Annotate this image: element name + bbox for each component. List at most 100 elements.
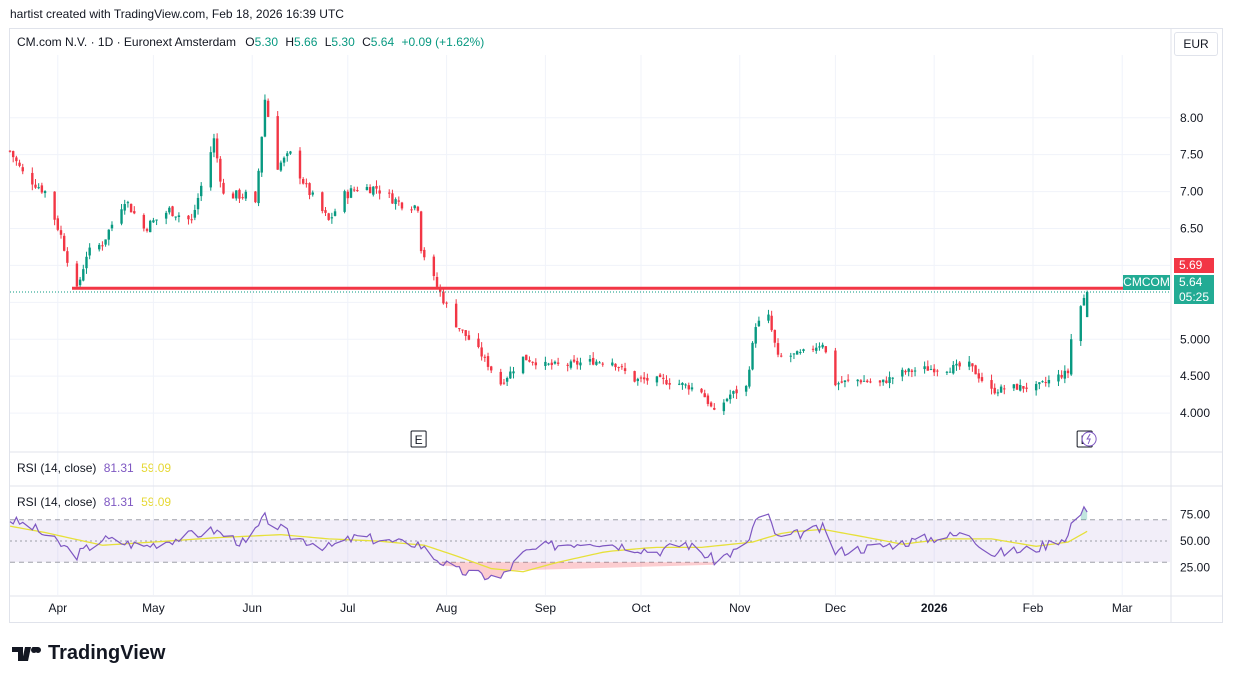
candle-body [353, 190, 355, 191]
candle-body [85, 257, 87, 268]
candle-body [892, 378, 894, 379]
price-tick-label: 7.00 [1180, 185, 1204, 199]
countdown-tag: 05:25 [1174, 290, 1214, 304]
candle-body [1064, 371, 1066, 379]
candlestick-series: EE [9, 94, 1170, 447]
candle-body [780, 356, 782, 357]
candle-body [595, 362, 597, 365]
candle-body [267, 101, 269, 117]
candle-body [755, 327, 757, 344]
price-tick-label: 5.000 [1180, 332, 1210, 346]
candle-body [146, 229, 148, 231]
candle-body [127, 202, 129, 203]
candle-body [566, 365, 568, 366]
candle-body [936, 371, 938, 372]
candle-body [758, 321, 760, 326]
candle-body [312, 192, 314, 194]
candle-body [882, 380, 884, 383]
candle-body [1048, 380, 1050, 383]
candle-body [812, 349, 814, 350]
candle-body [420, 211, 422, 251]
candle-body [901, 370, 903, 377]
candle-body [684, 384, 686, 385]
candle-body [458, 328, 460, 329]
candle-body [646, 378, 648, 381]
candle-body [617, 367, 619, 368]
candle-body [37, 187, 39, 188]
candle-body [232, 193, 234, 198]
candle-body [276, 116, 278, 170]
candle-body [388, 193, 390, 194]
candle-body [350, 188, 352, 198]
candle-body [844, 380, 846, 382]
candle-body [713, 408, 715, 410]
candle-body [930, 369, 932, 370]
candle-body [659, 375, 661, 377]
candle-body [366, 187, 368, 190]
candle-body [802, 349, 804, 351]
candle-body [130, 204, 132, 212]
candle-body [175, 217, 177, 218]
candle-body [777, 343, 779, 355]
candle-body [726, 399, 728, 401]
candle-body [423, 250, 425, 257]
candle-body [1086, 292, 1088, 317]
candle-body [149, 221, 151, 232]
candle-body [254, 192, 256, 203]
candle-body [308, 183, 310, 195]
candle-body [863, 381, 865, 382]
candle-body [640, 378, 642, 379]
rsi-tick-label: 50.00 [1180, 534, 1210, 548]
candle-body [847, 380, 849, 381]
candle-body [343, 191, 345, 212]
candle-body [1013, 384, 1015, 388]
candle-body [990, 380, 992, 389]
candle-body [662, 378, 664, 379]
candle-body [531, 362, 533, 363]
candle-body [796, 351, 798, 354]
tradingview-logo[interactable]: TradingView [12, 642, 165, 665]
candle-body [372, 187, 374, 195]
candle-body [668, 383, 670, 385]
last-price-tag: 5.64 [1174, 275, 1214, 290]
candle-body [15, 157, 17, 161]
earnings-marker-label: E [415, 433, 423, 447]
candle-body [621, 366, 623, 367]
time-tick-label: Apr [48, 601, 67, 615]
candle-body [375, 186, 377, 189]
candle-body [210, 152, 212, 187]
candle-body [611, 363, 613, 366]
candle-body [633, 371, 635, 382]
candle-body [88, 248, 90, 256]
time-tick-label: Nov [729, 601, 750, 615]
candle-body [1016, 384, 1018, 390]
candle-body [500, 372, 502, 384]
candle-body [213, 138, 215, 152]
price-tick-label: 6.50 [1180, 222, 1204, 236]
candle-body [414, 205, 416, 208]
candle-body [1057, 375, 1059, 382]
candle-body [477, 339, 479, 347]
candle-body [305, 183, 307, 184]
candle-body [299, 151, 301, 179]
time-tick-label: Jul [340, 601, 355, 615]
candle-body [369, 187, 371, 193]
candle-body [394, 199, 396, 204]
candle-body [551, 363, 553, 365]
candle-body [461, 330, 463, 331]
candle-body [860, 380, 862, 382]
candle-body [219, 159, 221, 182]
candle-body [31, 173, 33, 185]
candle-body [994, 388, 996, 393]
candle-body [544, 362, 546, 366]
candle-body [487, 356, 489, 367]
candle-body [732, 391, 734, 394]
candle-body [63, 236, 65, 251]
candle-body [200, 186, 202, 196]
candle-body [1041, 381, 1043, 382]
time-tick-label: Aug [436, 601, 457, 615]
candle-body [401, 203, 403, 209]
candle-body [108, 230, 110, 240]
candle-body [911, 371, 913, 372]
